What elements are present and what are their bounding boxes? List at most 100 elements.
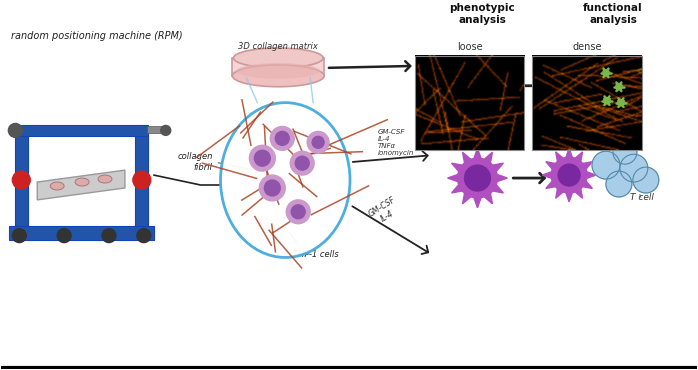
Circle shape <box>270 127 295 150</box>
Circle shape <box>295 156 309 170</box>
Circle shape <box>275 131 289 145</box>
Polygon shape <box>575 189 583 198</box>
Polygon shape <box>556 152 563 161</box>
Circle shape <box>260 175 285 201</box>
Polygon shape <box>556 71 565 79</box>
Polygon shape <box>452 82 461 90</box>
Circle shape <box>133 171 151 189</box>
Polygon shape <box>469 100 476 110</box>
Polygon shape <box>474 198 481 208</box>
Text: mDC: mDC <box>547 130 568 139</box>
Circle shape <box>265 180 281 196</box>
Polygon shape <box>587 71 596 79</box>
Bar <box>9 226 154 240</box>
Circle shape <box>606 171 632 197</box>
Text: loose: loose <box>456 42 482 52</box>
Bar <box>232 58 324 76</box>
Circle shape <box>619 101 623 104</box>
Polygon shape <box>542 172 551 178</box>
Circle shape <box>290 151 314 175</box>
Circle shape <box>604 71 607 74</box>
Text: THP-1 cells: THP-1 cells <box>293 249 339 259</box>
Polygon shape <box>474 148 481 158</box>
Polygon shape <box>452 185 462 193</box>
Polygon shape <box>546 162 556 169</box>
Polygon shape <box>463 193 471 204</box>
Bar <box>415 56 524 150</box>
Circle shape <box>8 124 22 137</box>
Circle shape <box>137 229 151 243</box>
Text: FITC-OVA: FITC-OVA <box>574 108 614 118</box>
Polygon shape <box>567 100 574 110</box>
Circle shape <box>613 140 637 164</box>
Polygon shape <box>479 62 486 71</box>
Polygon shape <box>484 152 492 163</box>
Polygon shape <box>484 193 492 204</box>
Polygon shape <box>37 170 125 200</box>
Polygon shape <box>556 92 565 100</box>
Polygon shape <box>567 62 574 71</box>
Text: mDC: mDC <box>466 131 489 140</box>
Circle shape <box>254 150 270 166</box>
Circle shape <box>566 76 586 96</box>
Polygon shape <box>566 148 572 158</box>
Circle shape <box>592 151 620 179</box>
Text: T cell: T cell <box>630 193 654 202</box>
Ellipse shape <box>75 178 89 186</box>
Circle shape <box>13 229 27 243</box>
Circle shape <box>307 131 329 153</box>
Polygon shape <box>457 92 466 100</box>
Polygon shape <box>463 152 471 163</box>
Text: GM-CSF
IL-4
TNFα
ionomycin: GM-CSF IL-4 TNFα ionomycin <box>378 129 414 156</box>
Text: iDC: iDC <box>554 108 570 118</box>
Text: dense: dense <box>572 42 602 52</box>
Bar <box>533 56 642 150</box>
Circle shape <box>468 76 487 96</box>
Polygon shape <box>583 162 593 169</box>
Circle shape <box>465 165 491 191</box>
Polygon shape <box>556 189 563 198</box>
Ellipse shape <box>98 175 112 183</box>
Polygon shape <box>493 185 503 193</box>
Polygon shape <box>494 82 503 90</box>
Ellipse shape <box>232 65 324 87</box>
Circle shape <box>558 164 580 186</box>
Polygon shape <box>489 71 498 79</box>
Text: random positioning machine (RPM): random positioning machine (RPM) <box>11 31 183 41</box>
Circle shape <box>13 171 30 189</box>
Polygon shape <box>452 163 462 171</box>
Circle shape <box>618 85 621 88</box>
Circle shape <box>620 154 648 182</box>
Polygon shape <box>583 181 593 188</box>
Polygon shape <box>551 82 560 90</box>
Polygon shape <box>593 82 601 90</box>
Circle shape <box>633 167 659 193</box>
Circle shape <box>551 157 587 193</box>
Bar <box>135 131 148 226</box>
Polygon shape <box>489 92 498 100</box>
Circle shape <box>57 229 71 243</box>
Polygon shape <box>587 172 596 178</box>
Text: iDC: iDC <box>470 108 485 118</box>
Text: collagen
fibril: collagen fibril <box>177 152 213 172</box>
Circle shape <box>291 205 305 219</box>
Ellipse shape <box>50 182 64 190</box>
Polygon shape <box>578 62 585 71</box>
Polygon shape <box>578 100 585 110</box>
Circle shape <box>286 200 310 224</box>
Text: functional
analysis: functional analysis <box>583 3 643 25</box>
Bar <box>15 131 29 226</box>
Polygon shape <box>587 92 596 100</box>
Polygon shape <box>447 174 458 182</box>
Circle shape <box>312 137 324 148</box>
Ellipse shape <box>233 48 323 68</box>
Text: 3D collagen matrix: 3D collagen matrix <box>238 42 318 51</box>
Circle shape <box>559 69 593 102</box>
Bar <box>15 125 148 137</box>
Polygon shape <box>566 193 572 202</box>
Polygon shape <box>575 152 583 161</box>
Circle shape <box>161 125 171 135</box>
Polygon shape <box>457 71 466 79</box>
Polygon shape <box>469 62 476 71</box>
Text: GM-CSF
IL-4: GM-CSF IL-4 <box>367 196 403 228</box>
